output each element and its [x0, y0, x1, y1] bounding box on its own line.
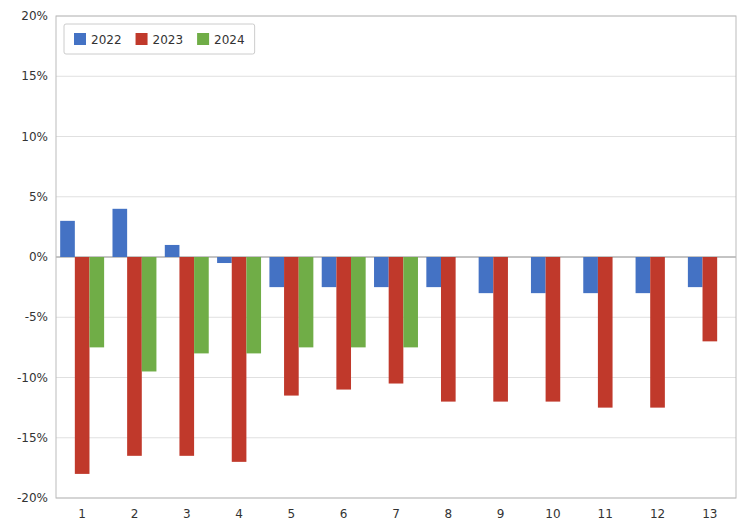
- grid-line: [56, 437, 736, 438]
- y-tick-label: -15%: [17, 431, 48, 445]
- y-tick-label: -10%: [17, 371, 48, 385]
- y-grid: [56, 16, 736, 498]
- bar-series: [89, 257, 417, 371]
- plot-background: [56, 16, 736, 498]
- x-tick-label: 1: [78, 507, 86, 521]
- bar: [75, 257, 90, 474]
- grid-line: [56, 136, 736, 137]
- bar: [531, 257, 546, 293]
- bar: [246, 257, 261, 353]
- bar: [546, 257, 561, 402]
- bar: [322, 257, 337, 287]
- x-tick-label: 13: [702, 507, 717, 521]
- x-tick-label: 5: [288, 507, 296, 521]
- bar: [441, 257, 456, 402]
- bar: [426, 257, 441, 287]
- y-axis: -20% -15% -10% -5% 0% 5% 10% 15% 20%: [17, 9, 48, 505]
- bar-series: [75, 257, 717, 474]
- y-tick-label: 0%: [29, 250, 48, 264]
- bar: [60, 221, 75, 257]
- bar: [636, 257, 651, 293]
- bar: [389, 257, 404, 384]
- legend-label: 2024: [214, 33, 245, 47]
- bar: [232, 257, 247, 462]
- x-tick-label: 7: [392, 507, 400, 521]
- bar: [142, 257, 157, 371]
- legend-swatch: [197, 33, 209, 45]
- bar: [217, 257, 232, 263]
- bar: [127, 257, 142, 456]
- bar: [179, 257, 194, 456]
- y-tick-label: -20%: [17, 491, 48, 505]
- chart-container: -20%-15%-10%-5%0%5%10%15%20%123456789101…: [0, 0, 752, 532]
- bar: [284, 257, 299, 396]
- grid-line: [56, 196, 736, 197]
- bar: [598, 257, 613, 408]
- x-tick-label: 11: [598, 507, 613, 521]
- bar: [336, 257, 351, 390]
- bar: [493, 257, 508, 402]
- grid-line: [56, 76, 736, 77]
- legend-label: 2023: [153, 33, 184, 47]
- y-tick-label: 10%: [21, 130, 48, 144]
- legend-box: [64, 24, 255, 54]
- bar: [650, 257, 665, 408]
- x-tick-label: 9: [497, 507, 505, 521]
- legend: 2022 2023 2024: [64, 24, 255, 54]
- legend-swatch: [74, 33, 86, 45]
- x-tick-label: 10: [545, 507, 560, 521]
- x-tick-label: 8: [444, 507, 452, 521]
- y-tick-label: 20%: [21, 9, 48, 23]
- x-tick-label: 4: [235, 507, 243, 521]
- y-tick-label: -5%: [25, 310, 48, 324]
- x-tick-label: 6: [340, 507, 348, 521]
- bar: [89, 257, 104, 347]
- bar: [194, 257, 209, 353]
- bar: [269, 257, 284, 287]
- x-tick-label: 3: [183, 507, 191, 521]
- legend-swatch: [136, 33, 148, 45]
- bar: [112, 209, 127, 257]
- bar: [351, 257, 366, 347]
- bar: [688, 257, 703, 287]
- bar: [479, 257, 494, 293]
- plot-frame: [56, 16, 736, 498]
- x-tick-label: 12: [650, 507, 665, 521]
- bar: [165, 245, 180, 257]
- y-tick-label: 5%: [29, 190, 48, 204]
- bar: [703, 257, 718, 341]
- x-tick-label: 2: [131, 507, 139, 521]
- bar: [583, 257, 598, 293]
- bars: [60, 209, 717, 474]
- bar: [374, 257, 389, 287]
- bar: [403, 257, 418, 347]
- y-tick-label: 15%: [21, 69, 48, 83]
- chart-svg: -20%-15%-10%-5%0%5%10%15%20%123456789101…: [0, 0, 752, 532]
- bar: [299, 257, 314, 347]
- legend-label: 2022: [91, 33, 122, 47]
- x-axis: 12345678910111213: [78, 507, 717, 521]
